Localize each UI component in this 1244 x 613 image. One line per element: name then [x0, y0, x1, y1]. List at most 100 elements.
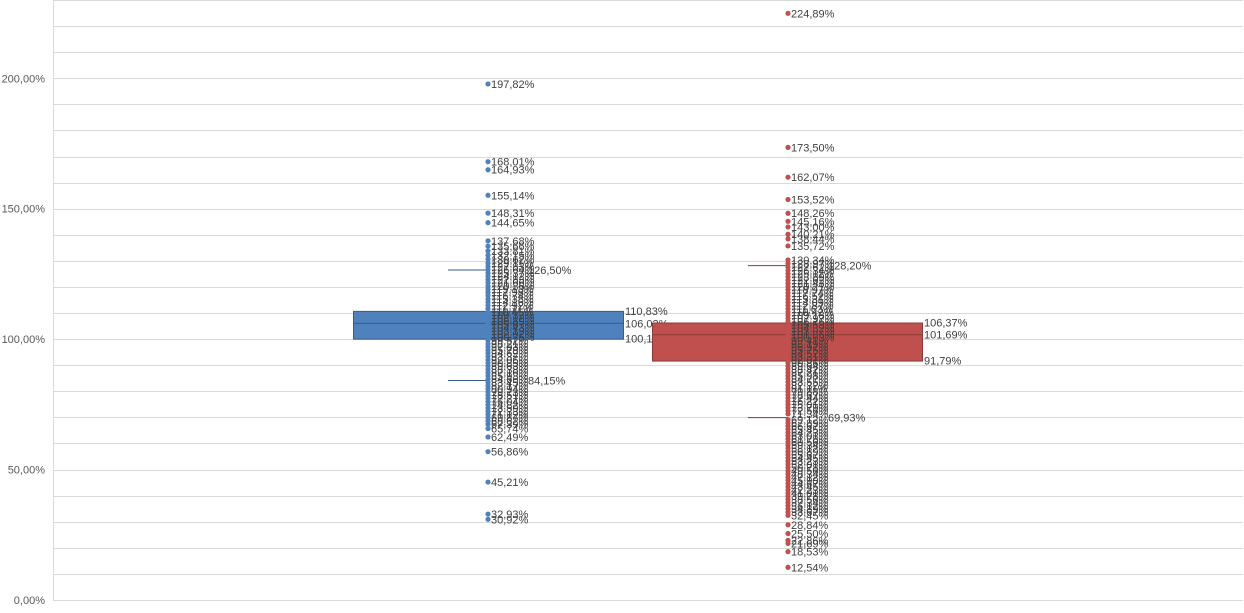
- data-point-label: 36,12%: [791, 501, 829, 513]
- data-point-label: 97,03%: [491, 342, 529, 354]
- data-point: [785, 224, 791, 230]
- data-point: [785, 144, 791, 150]
- data-point-label: 104,43%: [491, 323, 535, 335]
- y-tick-label: 150,00%: [2, 204, 46, 216]
- data-point-label: 155,14%: [491, 190, 535, 202]
- data-point-label: 103,07%: [791, 326, 835, 338]
- data-point-label: 58,12%: [791, 443, 829, 455]
- data-point-label: 52,01%: [791, 459, 829, 471]
- data-point-label: 126,64%: [491, 265, 535, 277]
- data-point-label: 76,22%: [791, 396, 829, 408]
- data-point-label: 76,04%: [491, 397, 529, 409]
- data-point-label: 43,45%: [791, 482, 829, 494]
- data-point: [785, 411, 791, 417]
- data-point-label: 119,13%: [491, 284, 534, 296]
- data-point-label: 82,17%: [491, 381, 529, 393]
- data-point-label: 117,98%: [491, 287, 534, 299]
- data-point-label: 98,19%: [791, 339, 829, 351]
- data-point-label: 197,82%: [491, 79, 535, 91]
- median-label: 101,69%: [924, 330, 968, 342]
- data-point-label: 68,62%: [491, 416, 529, 428]
- data-point-label: 45,21%: [491, 477, 529, 489]
- data-point-label: 30,92%: [491, 514, 529, 526]
- data-point-label: 108,12%: [491, 313, 535, 325]
- data-point-label: 117,74%: [791, 288, 834, 300]
- data-point-label: 47,12%: [791, 472, 829, 484]
- data-point-label: 62,49%: [491, 432, 529, 444]
- data-point: [485, 425, 491, 432]
- data-point-label: 18,53%: [791, 547, 829, 559]
- data-point-label: 44,67%: [791, 478, 829, 490]
- data-point-label: 90,86%: [791, 358, 829, 370]
- y-tick-label: 100,00%: [2, 334, 46, 346]
- data-point: [785, 549, 791, 555]
- data-point-label: 94,52%: [791, 348, 829, 360]
- data-point-label: 67,89%: [791, 418, 829, 430]
- data-point-label: 32,45%: [791, 510, 829, 522]
- data-point-label: 96,97%: [791, 342, 829, 354]
- data-point: [785, 512, 791, 518]
- data-point-label: 126,34%: [791, 265, 835, 277]
- series-2: 224,89% 173,50% 162,07% 153,52%148,26%145,1…: [652, 8, 968, 574]
- data-point-label: 80,94%: [491, 384, 529, 396]
- data-point-label: 114,16%: [491, 297, 534, 309]
- data-point: [785, 530, 791, 537]
- y-axis: 0,00% 50,00% 100,00% 150,00% 200,00%: [2, 0, 54, 607]
- data-point-label: 133,81%: [491, 246, 535, 258]
- data-point-label: 45,90%: [791, 475, 829, 487]
- data-point: [785, 522, 791, 528]
- data-point-label: 118,97%: [791, 285, 834, 297]
- data-point-label: 112,92%: [491, 300, 534, 312]
- series-1: 197,82% 168,01%164,93% 155,14% 148,31%144,6…: [353, 79, 669, 526]
- data-point-label: 144,65%: [491, 218, 535, 230]
- data-point: [485, 248, 491, 254]
- data-point-label: 56,89%: [791, 447, 829, 459]
- data-point-label: 148,26%: [791, 208, 835, 220]
- data-point-label: 140,21%: [791, 229, 835, 241]
- data-point-label: 92,06%: [491, 355, 529, 367]
- data-point-label: 100,75%: [491, 332, 535, 344]
- data-point-label: 101,86%: [791, 329, 835, 341]
- data-point: [785, 196, 791, 203]
- q3-label: 110,83%: [625, 306, 668, 318]
- data-point-label: 66,67%: [791, 421, 829, 433]
- series-layer: 197,82% 168,01%164,93% 155,14% 148,31%144,6…: [353, 8, 968, 574]
- data-point-label: 99,41%: [791, 336, 829, 348]
- data-point-label: 78,51%: [491, 390, 529, 402]
- gridlines: [53, 0, 1243, 601]
- q1-label: 91,79%: [924, 356, 962, 368]
- data-point-label: 65,74%: [491, 424, 529, 436]
- data-point-label: 105,67%: [491, 319, 535, 331]
- data-point-label: 53,23%: [791, 456, 829, 468]
- data-point-label: 106,89%: [491, 316, 535, 328]
- data-point: [785, 210, 791, 216]
- data-point-label: 143,00%: [791, 222, 835, 234]
- data-point: [485, 434, 491, 440]
- data-point-label: 82,32%: [791, 380, 829, 392]
- data-point-label: 106,76%: [791, 316, 835, 328]
- data-point: [485, 243, 491, 249]
- data-point: [485, 252, 491, 258]
- data-point-label: 38,56%: [791, 494, 829, 506]
- whisker-high-label: 128,20%: [828, 261, 872, 273]
- data-point-label: 34,89%: [791, 504, 829, 516]
- data-point-label: 75,01%: [791, 399, 829, 411]
- data-point-label: 148,31%: [491, 208, 535, 220]
- data-point-label: 72,33%: [491, 406, 529, 418]
- y-tick-label: 0,00%: [14, 595, 45, 607]
- data-point: [485, 192, 491, 198]
- data-point-label: 124,12%: [491, 271, 535, 283]
- data-point-label: 105,53%: [791, 320, 835, 332]
- data-point-label: 111,63%: [791, 304, 833, 316]
- data-point-label: 56,86%: [491, 447, 529, 459]
- data-point-label: 72,56%: [791, 406, 829, 418]
- data-point-label: 130,62%: [491, 254, 535, 266]
- data-point-label: 32,93%: [491, 509, 529, 521]
- data-point: [485, 516, 491, 522]
- data-point-label: 103,19%: [491, 326, 535, 338]
- data-point-label: 120,36%: [491, 281, 535, 293]
- data-point-label: 67,39%: [491, 419, 529, 431]
- data-point-label: 92,07%: [791, 355, 829, 367]
- data-point-label: 125,37%: [491, 268, 535, 280]
- data-point: [485, 159, 491, 165]
